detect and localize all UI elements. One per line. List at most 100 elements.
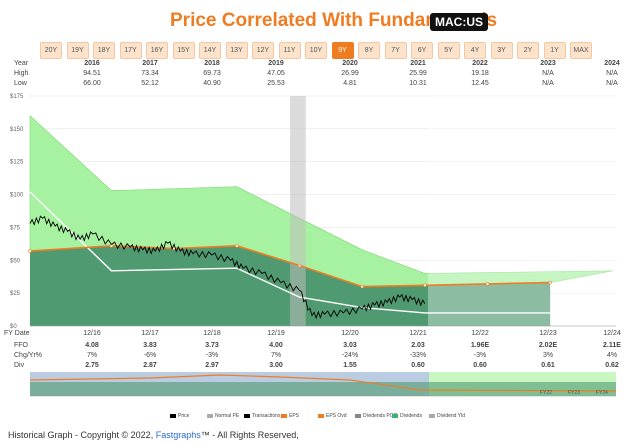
fy-date-cell-5: 12/21: [409, 330, 427, 337]
chg-cell-2: -3%: [205, 352, 219, 359]
fy-date-cell-7: 12/23: [539, 330, 557, 337]
year-cell-4: 2020: [342, 60, 358, 67]
y-tick-label: $50: [10, 258, 21, 264]
legend-item[interactable]: Transactions: [244, 413, 280, 419]
legend-item[interactable]: Dividends: [392, 413, 422, 419]
legend-item[interactable]: Dividends POR: [355, 413, 397, 419]
fy-date-cell-8: 12/24: [603, 330, 621, 337]
range-tab-12y[interactable]: 12Y: [252, 42, 274, 59]
fy-date-cell-4: 12/20: [341, 330, 359, 337]
range-tab-11y[interactable]: 11Y: [278, 42, 301, 59]
fy-date-cell-6: 12/22: [471, 330, 489, 337]
legend-label: Normal PE: [215, 413, 240, 419]
footer-prefix: Historical Graph - Copyright © 2022,: [8, 430, 156, 440]
low-cell-2: 40.90: [203, 80, 221, 87]
ffo-cell-3: 4.00: [269, 342, 283, 349]
range-tab-1y[interactable]: 1Y: [543, 42, 566, 59]
range-tab-7y[interactable]: 7Y: [384, 42, 407, 59]
legend-swatch: [207, 413, 213, 418]
range-tab-16y[interactable]: 16Y: [146, 42, 168, 59]
ffo-cell-0: 4.08: [85, 342, 99, 349]
low-cell-8: N/A: [606, 80, 618, 87]
high-cell-5: 25.99: [409, 70, 427, 77]
year-cell-6: 2022: [472, 60, 488, 67]
high-cell-6: 19.18: [471, 70, 489, 77]
chg-cell-0: 7%: [86, 352, 98, 359]
fy-date-cell-2: 12/18: [203, 330, 221, 337]
range-tab-6y[interactable]: 6Y: [411, 42, 433, 59]
y-tick-label: $75: [10, 225, 21, 231]
year-cell-5: 2021: [410, 60, 426, 67]
year-cell-2: 2018: [204, 60, 220, 67]
y-tick-label: $0: [10, 324, 17, 330]
y-tick-label: $125: [10, 160, 24, 166]
range-tab-2y[interactable]: 2Y: [517, 42, 539, 59]
range-tab-9y[interactable]: 9Y: [331, 42, 354, 59]
high-cell-3: 47.05: [267, 70, 285, 77]
year-cell-1: 2017: [142, 60, 158, 67]
legend-swatch: [244, 413, 250, 418]
low-cell-7: N/A: [542, 80, 554, 87]
chart-title: Price Correlated With Fundamentals: [170, 10, 498, 31]
high-cell-8: N/A: [606, 70, 618, 77]
legend-label: Transactions: [252, 413, 281, 419]
legend-item[interactable]: Normal PE: [207, 413, 239, 419]
chg-cell-8: 4%: [606, 352, 618, 359]
range-tab-3y[interactable]: 3Y: [490, 42, 513, 59]
legend-item[interactable]: EPS: [281, 413, 299, 419]
year-cell-3: 2019: [268, 60, 284, 67]
legend-label: EPS: [289, 413, 300, 419]
legend-label: EPS Ovd: [326, 413, 347, 419]
range-tab-19y[interactable]: 19Y: [66, 42, 89, 59]
div-cell-0: 2.75: [85, 362, 99, 369]
copyright-footer: Historical Graph - Copyright © 2022, Fas…: [8, 430, 299, 440]
legend-item[interactable]: Dividend Yld: [429, 413, 465, 419]
footer-suffix: ™ - All Rights Reserved,: [200, 430, 299, 440]
range-tab-18y[interactable]: 18Y: [93, 42, 115, 59]
high-cell-0: 94.51: [83, 70, 101, 77]
low-label: Low: [14, 80, 27, 87]
year-label: Year: [14, 60, 29, 67]
year-cell-7: 2023: [540, 60, 556, 67]
recession-band: [290, 96, 306, 326]
range-tab-17y[interactable]: 17Y: [119, 42, 142, 59]
legend-label: Dividends POR: [363, 413, 398, 419]
range-tab-max[interactable]: MAX: [570, 42, 592, 59]
mini-chart-label: FY24: [596, 390, 608, 396]
fastgraphs-link[interactable]: Fastgraphs: [155, 430, 201, 440]
range-tab-20y[interactable]: 20Y: [40, 42, 62, 59]
eps-point: [28, 249, 32, 253]
range-tab-14y[interactable]: 14Y: [199, 42, 221, 59]
eps-point: [548, 280, 552, 285]
low-cell-5: 10.31: [409, 80, 427, 87]
legend-item[interactable]: EPS Ovd: [318, 413, 347, 419]
range-tab-10y[interactable]: 10Y: [305, 42, 327, 59]
ffo-cell-1: 3.83: [143, 342, 157, 349]
legend-swatch: [429, 413, 435, 418]
ffo-row: FFO 4.08 3.83 3.73 4.00 3.03 2.03 1.96E 2.02E 2.…: [0, 342, 640, 352]
range-tab-4y[interactable]: 4Y: [464, 42, 486, 59]
range-tab-8y[interactable]: 8Y: [358, 42, 380, 59]
forecast-shade: [427, 96, 616, 326]
mini-chart-area: [30, 382, 616, 396]
ffo-cell-7: 2.02E: [538, 342, 558, 349]
div-label: Div: [14, 362, 25, 369]
div-cell-8: 0.62: [605, 362, 619, 369]
high-cell-7: N/A: [542, 70, 554, 77]
legend-swatch: [318, 413, 324, 418]
div-cell-7: 0.61: [541, 362, 555, 369]
legend-label: Dividend Yld: [437, 413, 465, 419]
range-tab-13y[interactable]: 13Y: [225, 42, 248, 59]
mini-chart-eps-line: [29, 374, 617, 392]
ffo-cell-5: 2.03: [411, 342, 425, 349]
range-tab-5y[interactable]: 5Y: [437, 42, 460, 59]
chart-legend: Price Normal PE Transactions EPS EPS Ovd Divi…: [170, 413, 470, 423]
high-cell-1: 73.34: [141, 70, 159, 77]
y-tick-label: $150: [10, 127, 24, 133]
range-tab-15y[interactable]: 15Y: [172, 42, 195, 59]
fy-date-label: FY Date: [4, 330, 30, 337]
legend-item[interactable]: Price: [170, 413, 189, 419]
chg-cell-3: 7%: [270, 352, 282, 359]
chg-cell-7: 3%: [542, 352, 554, 359]
